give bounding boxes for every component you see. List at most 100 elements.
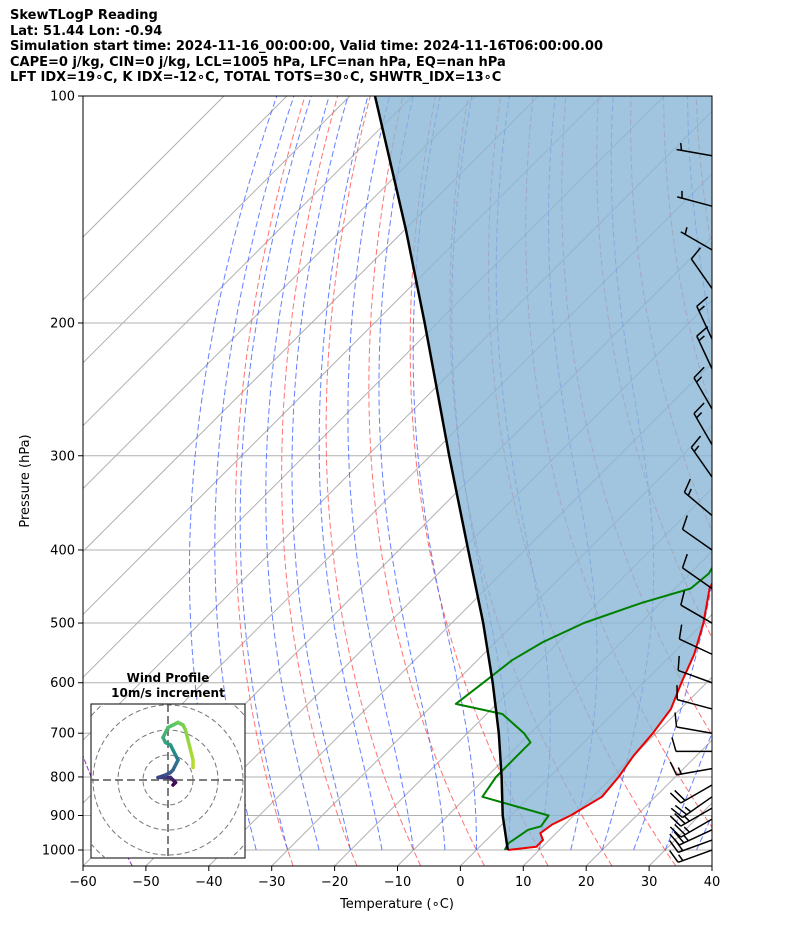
moist-adiabat: [239, 96, 312, 851]
barb-shaft: [680, 807, 713, 827]
dry-adiabat: [761, 96, 794, 866]
barb-feather: [690, 247, 702, 260]
y-tick-label: 900: [50, 809, 75, 824]
barb-feather: [669, 815, 682, 827]
x-tick-label: −20: [321, 875, 348, 890]
barb-feather: [683, 478, 692, 493]
time-line: Simulation start time: 2024-11-16_00:00:…: [10, 39, 603, 54]
wind-barb: [696, 326, 713, 370]
x-tick-label: −50: [132, 875, 159, 890]
wind-barb: [669, 849, 713, 864]
barb-shaft: [676, 148, 713, 157]
barb-shaft: [693, 377, 713, 410]
barb-shaft: [683, 491, 713, 517]
barb-feather: [669, 833, 680, 846]
barb-half-feather: [677, 767, 683, 775]
barb-half-feather: [684, 227, 688, 235]
barb-shaft: [677, 849, 713, 864]
wind-barb: [677, 655, 713, 684]
wind-barb: [669, 818, 713, 838]
barb-feather: [690, 435, 702, 448]
barb-shaft: [682, 528, 713, 551]
moist-adiabat: [664, 731, 712, 851]
barb-shaft: [680, 604, 713, 624]
isotherm-line: [711, 865, 712, 866]
wind-barb: [681, 553, 713, 590]
wind-barb: [677, 190, 713, 207]
barb-feather: [693, 366, 705, 379]
barb-shaft: [676, 726, 713, 734]
barb-half-feather: [683, 826, 691, 833]
x-tick-label: −60: [69, 875, 96, 890]
isotherm-line: [775, 96, 794, 866]
moist-adiabat: [378, 96, 446, 851]
barb-feather: [674, 823, 686, 836]
wind-barb: [690, 247, 713, 289]
dry-adiabat: [409, 96, 549, 866]
barb-half-feather: [679, 143, 683, 151]
barb-shaft: [696, 306, 713, 340]
barb-feather: [669, 850, 679, 863]
y-tick-label: 600: [50, 676, 75, 691]
parcel-line: [373, 96, 510, 851]
isotherm-line: [522, 676, 712, 866]
dry-adiabat: [368, 96, 485, 866]
wind-barb: [676, 143, 713, 157]
barb-half-feather: [677, 854, 684, 862]
isotherm-line: [83, 96, 476, 490]
wind-barb: [696, 296, 713, 340]
barb-feather: [677, 655, 680, 671]
barb-shaft: [677, 698, 713, 710]
wind-barb: [693, 366, 713, 410]
x-tick-label: −30: [258, 875, 285, 890]
wind-barb: [681, 515, 713, 551]
barb-half-feather: [683, 815, 691, 822]
isotherm-line: [83, 96, 414, 427]
y-tick-label: 200: [50, 316, 75, 331]
temperature-line: [507, 581, 712, 851]
barb-shaft: [680, 818, 713, 838]
isotherm-line: [334, 487, 712, 866]
wind-barb: [680, 227, 713, 251]
y-tick-label: 700: [50, 727, 75, 742]
indices-line-2: LFT IDX=19∘C, K IDX=-12∘C, TOTAL TOTS=30…: [10, 70, 502, 85]
barb-shaft: [690, 258, 713, 289]
moist-adiabat: [318, 96, 383, 851]
barb-half-feather: [693, 445, 700, 452]
barb-feather: [669, 761, 678, 776]
y-tick-label: 300: [50, 449, 75, 464]
wind-barb: [678, 624, 713, 655]
barb-feather: [673, 831, 685, 844]
barb-feather: [681, 553, 688, 569]
barb-shaft: [696, 335, 713, 370]
plot-area: [83, 96, 794, 866]
x-tick-label: 10: [515, 875, 532, 890]
wind-barb: [669, 807, 713, 827]
barb-feather: [693, 402, 705, 415]
hodograph-plot: [91, 704, 245, 858]
moist-adiabat: [291, 96, 352, 851]
barb-shaft: [677, 669, 713, 684]
x-axis-title: Temperature (∘C): [339, 897, 454, 912]
isotherm-line: [83, 96, 225, 238]
x-tick-label: 0: [456, 875, 464, 890]
moist-adiabat: [412, 96, 477, 850]
x-tick-label: 40: [704, 875, 721, 890]
barb-feather: [681, 515, 688, 530]
moist-adiabat: [265, 96, 330, 851]
moist-adiabat: [633, 96, 712, 851]
y-tick-label: 400: [50, 543, 75, 558]
barb-feather: [669, 826, 682, 838]
x-tick-label: 30: [641, 875, 658, 890]
barb-feather: [674, 812, 686, 825]
dewpoint-line: [454, 566, 712, 851]
barb-shaft: [680, 231, 713, 251]
wind-barb: [671, 737, 712, 753]
barb-half-feather: [687, 488, 692, 496]
barb-shaft: [690, 446, 713, 478]
barb-shaft: [679, 638, 713, 655]
wind-barb: [683, 478, 713, 517]
barb-feather: [696, 296, 709, 307]
